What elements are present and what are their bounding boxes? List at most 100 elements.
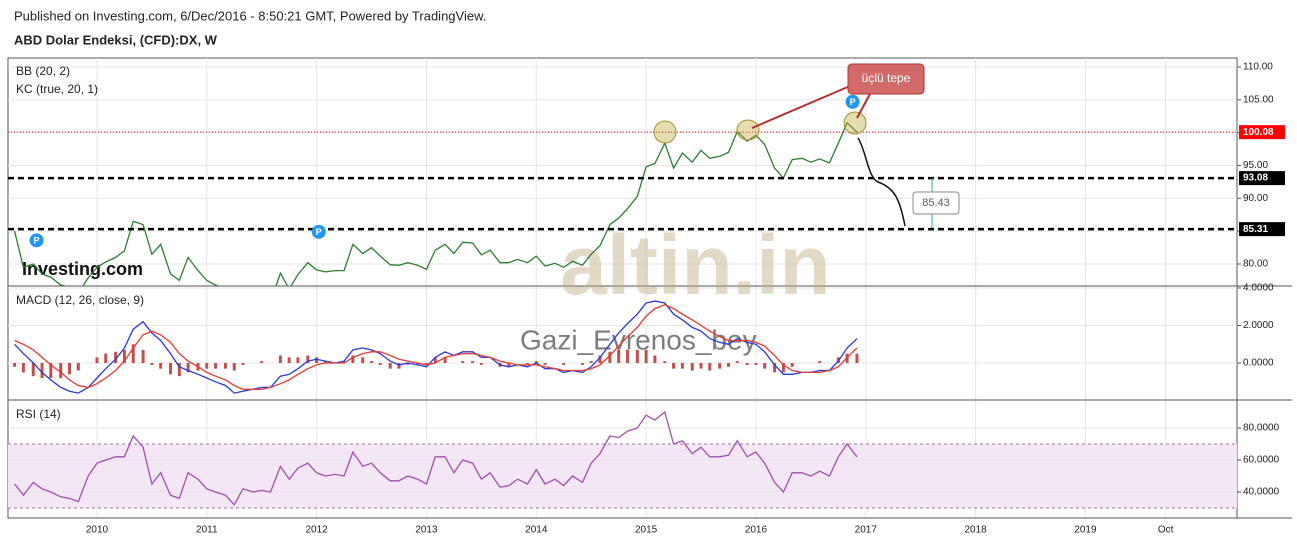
histogram-bar xyxy=(68,363,72,375)
histogram-bar xyxy=(406,363,410,365)
histogram-bar xyxy=(543,363,547,365)
y-tick-label: 0.0000 xyxy=(1243,358,1274,369)
histogram-bar xyxy=(690,363,694,371)
histogram-bar xyxy=(232,363,236,371)
histogram-bar xyxy=(342,361,346,364)
price-tag xyxy=(1239,125,1285,140)
histogram-bar xyxy=(562,363,566,365)
histogram-bar xyxy=(361,357,365,364)
histogram-bar xyxy=(177,363,181,377)
y-tick-label: 80.00 xyxy=(1243,259,1268,270)
pane-marks xyxy=(13,300,859,394)
measure-box xyxy=(912,191,960,215)
histogram-bar xyxy=(663,361,667,364)
histogram-bar xyxy=(507,363,511,367)
histogram-bar xyxy=(59,363,63,379)
pivot-label: P xyxy=(34,236,40,246)
x-tick-label: 2019 xyxy=(1074,525,1097,536)
histogram-bar xyxy=(159,363,163,369)
histogram-bar xyxy=(122,349,126,364)
histogram-bar xyxy=(76,363,80,371)
histogram-bar xyxy=(525,363,529,365)
histogram-bar xyxy=(781,363,785,373)
price-tag-label: 93.08 xyxy=(1243,173,1268,184)
price-tag xyxy=(1239,171,1285,186)
pivot-marker xyxy=(29,233,44,248)
histogram-bar xyxy=(296,357,300,364)
pivot-marker xyxy=(311,224,326,239)
pane-label: BB (20, 2) xyxy=(16,64,70,78)
measure-text: 85.43 xyxy=(922,197,950,209)
x-tick-label: 2013 xyxy=(415,525,438,536)
histogram-bar xyxy=(680,363,684,369)
histogram-bar xyxy=(323,361,327,364)
histogram-bar xyxy=(150,363,154,365)
series-line xyxy=(14,410,858,506)
rsi-band xyxy=(8,444,1237,509)
histogram-bar xyxy=(479,363,483,365)
y-tick-label: 80.0000 xyxy=(1243,423,1280,434)
x-tick-label: 2015 xyxy=(635,525,658,536)
histogram-bar xyxy=(13,363,17,367)
histogram-bar xyxy=(388,363,392,369)
investing-watermark: Investing.com xyxy=(22,259,143,279)
histogram-bar xyxy=(397,363,401,369)
histogram-bar xyxy=(708,363,712,371)
histogram-bar xyxy=(635,349,639,364)
histogram-bar xyxy=(589,361,593,364)
histogram-bar xyxy=(49,363,53,379)
histogram-bar xyxy=(735,361,739,364)
histogram-bar xyxy=(131,344,135,364)
altin-watermark: altin.in xyxy=(560,218,831,312)
histogram-bar xyxy=(745,363,749,365)
y-tick-label: 110.00 xyxy=(1243,62,1273,73)
y-tick-label: 90.00 xyxy=(1243,193,1268,204)
histogram-bar xyxy=(424,363,428,365)
histogram-bar xyxy=(141,349,145,364)
x-tick-label: 2016 xyxy=(745,525,768,536)
histogram-bar xyxy=(718,363,722,369)
background xyxy=(7,57,1292,519)
histogram-bar xyxy=(433,357,437,364)
projection-curve xyxy=(857,137,906,227)
histogram-bar xyxy=(278,355,282,364)
peak-circle xyxy=(653,120,677,144)
histogram-bar xyxy=(763,363,767,369)
histogram-bar xyxy=(617,349,621,364)
histogram-bar xyxy=(608,351,612,364)
histogram-bar xyxy=(370,361,374,364)
histogram-bar xyxy=(287,357,291,364)
histogram-bar xyxy=(754,363,758,365)
y-tick-label: 95.00 xyxy=(1243,160,1268,171)
series-line xyxy=(14,300,858,394)
histogram-bar xyxy=(471,361,475,364)
histogram-bar xyxy=(104,353,108,364)
histogram-bar xyxy=(241,363,245,365)
histogram-bar xyxy=(31,363,35,377)
y-tick-label: 2.0000 xyxy=(1243,320,1274,331)
histogram-bar xyxy=(443,357,447,364)
histogram-bar xyxy=(95,357,99,364)
x-tick-label: Oct xyxy=(1158,525,1174,536)
histogram-bar xyxy=(351,355,355,364)
histogram-bar xyxy=(416,363,420,365)
histogram-bar xyxy=(580,363,584,365)
x-tick-label: 2010 xyxy=(86,525,109,536)
histogram-bar xyxy=(306,355,310,364)
price-tag xyxy=(1239,222,1285,237)
y-tick-label: 40.0000 xyxy=(1243,487,1280,498)
histogram-bar xyxy=(644,349,648,364)
series-line xyxy=(14,304,858,390)
histogram-bar xyxy=(169,363,173,375)
histogram-bar xyxy=(790,363,794,367)
histogram-bar xyxy=(223,363,227,369)
annotations: üçlü tepe 85.43 xyxy=(653,63,960,228)
pane-label: MACD (12, 26, close, 9) xyxy=(16,293,144,307)
pane-label: RSI (14) xyxy=(16,407,61,421)
y-tick-label: 105.00 xyxy=(1243,94,1274,105)
y-tick-label: 4.0000 xyxy=(1243,283,1274,294)
pivot-label: P xyxy=(316,227,322,237)
callout-box xyxy=(847,63,925,95)
pane-label: KC (true, 20, 1) xyxy=(16,82,98,96)
